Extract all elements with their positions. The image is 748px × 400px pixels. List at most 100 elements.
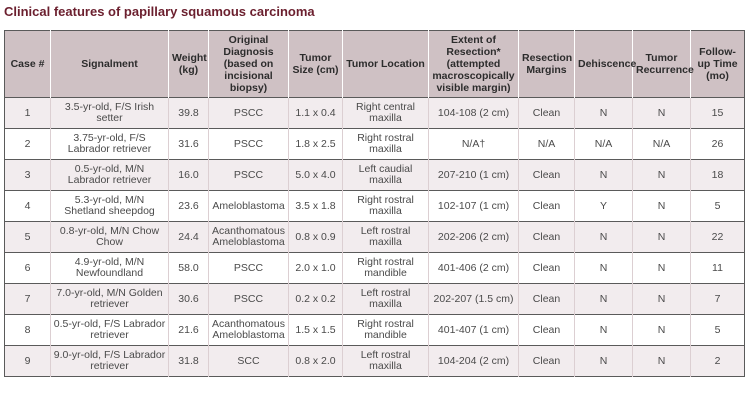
cell-extent-of-resection: 401-406 (2 cm) [428, 252, 519, 284]
cell-dehiscence: N [574, 159, 633, 191]
cell-resection-margins: Clean [518, 314, 575, 346]
table-row: 6 4.9-yr-old, M/N Newfoundland 58.0 PSCC 2.0… [4, 252, 745, 284]
cell-dehiscence: N [574, 221, 633, 253]
cell-tumor-location: Right rostral maxilla [342, 190, 429, 222]
cell-tumor-recurrence: N [632, 97, 691, 129]
cell-extent-of-resection: 202-207 (1.5 cm) [428, 283, 519, 315]
cell-signalment: 3.75-yr-old, F/S Labrador retriever [50, 128, 169, 160]
cell-follow-up-time: 7 [690, 283, 745, 315]
cell-tumor-location: Left caudial maxilla [342, 159, 429, 191]
cell-original-diagnosis: SCC [208, 345, 289, 377]
cell-signalment: 0.5-yr-old, M/N Labrador retriever [50, 159, 169, 191]
header-weight: Weight (kg) [168, 30, 209, 98]
cell-extent-of-resection: 104-108 (2 cm) [428, 97, 519, 129]
cell-dehiscence: N [574, 252, 633, 284]
cell-tumor-size: 0.8 x 0.9 [288, 221, 343, 253]
cell-resection-margins: Clean [518, 252, 575, 284]
cell-resection-margins: Clean [518, 221, 575, 253]
cell-tumor-size: 3.5 x 1.8 [288, 190, 343, 222]
cell-case: 3 [4, 159, 51, 191]
cell-tumor-location: Right central maxilla [342, 97, 429, 129]
cell-weight: 23.6 [168, 190, 209, 222]
cell-tumor-location: Right rostral mandible [342, 314, 429, 346]
clinical-features-table: Case # Signalment Weight (kg) Original D… [4, 30, 745, 377]
cell-tumor-location: Left rostral maxilla [342, 283, 429, 315]
cell-tumor-recurrence: N [632, 190, 691, 222]
cell-original-diagnosis: PSCC [208, 252, 289, 284]
header-tumor-location: Tumor Location [342, 30, 429, 98]
cell-follow-up-time: 11 [690, 252, 745, 284]
cell-extent-of-resection: 104-204 (2 cm) [428, 345, 519, 377]
cell-follow-up-time: 18 [690, 159, 745, 191]
cell-case: 2 [4, 128, 51, 160]
cell-dehiscence: N [574, 97, 633, 129]
cell-tumor-recurrence: N [632, 283, 691, 315]
cell-tumor-size: 0.2 x 0.2 [288, 283, 343, 315]
cell-signalment: 5.3-yr-old, M/N Shetland sheepdog [50, 190, 169, 222]
cell-original-diagnosis: PSCC [208, 97, 289, 129]
cell-case: 5 [4, 221, 51, 253]
cell-weight: 30.6 [168, 283, 209, 315]
cell-extent-of-resection: N/A† [428, 128, 519, 160]
cell-tumor-size: 1.1 x 0.4 [288, 97, 343, 129]
cell-tumor-size: 1.8 x 2.5 [288, 128, 343, 160]
cell-follow-up-time: 26 [690, 128, 745, 160]
cell-tumor-location: Left rostral maxilla [342, 345, 429, 377]
header-dehiscence: Dehiscence [574, 30, 636, 98]
cell-case: 6 [4, 252, 51, 284]
cell-case: 9 [4, 345, 51, 377]
cell-signalment: 9.0-yr-old, F/S Labrador retriever [50, 345, 169, 377]
cell-resection-margins: Clean [518, 283, 575, 315]
cell-tumor-size: 5.0 x 4.0 [288, 159, 343, 191]
table-row: 2 3.75-yr-old, F/S Labrador retriever 31.6… [4, 128, 745, 160]
cell-weight: 58.0 [168, 252, 209, 284]
cell-weight: 21.6 [168, 314, 209, 346]
cell-tumor-size: 1.5 x 1.5 [288, 314, 343, 346]
cell-signalment: 0.5-yr-old, F/S Labrador retriever [50, 314, 169, 346]
cell-case: 1 [4, 97, 51, 129]
cell-resection-margins: N/A [518, 128, 575, 160]
cell-tumor-recurrence: N [632, 314, 691, 346]
header-case: Case # [4, 30, 51, 98]
cell-signalment: 3.5-yr-old, F/S Irish setter [50, 97, 169, 129]
table-row: 8 0.5-yr-old, F/S Labrador retriever 21.6 A… [4, 314, 745, 346]
header-extent-of-resection: Extent of Resection* (attempted macrosco… [428, 30, 519, 98]
cell-extent-of-resection: 207-210 (1 cm) [428, 159, 519, 191]
cell-original-diagnosis: PSCC [208, 159, 289, 191]
cell-follow-up-time: 5 [690, 190, 745, 222]
table-row: 7 7.0-yr-old, M/N Golden retriever 30.6 PSC… [4, 283, 745, 315]
cell-tumor-size: 0.8 x 2.0 [288, 345, 343, 377]
cell-original-diagnosis: Ameloblastoma [208, 190, 289, 222]
cell-follow-up-time: 2 [690, 345, 745, 377]
table-row: 4 5.3-yr-old, M/N Shetland sheepdog 23.6 Am… [4, 190, 745, 222]
cell-tumor-location: Right rostral maxilla [342, 128, 429, 160]
cell-weight: 16.0 [168, 159, 209, 191]
cell-extent-of-resection: 102-107 (1 cm) [428, 190, 519, 222]
cell-signalment: 0.8-yr-old, M/N Chow Chow [50, 221, 169, 253]
header-signalment: Signalment [50, 30, 169, 98]
cell-resection-margins: Clean [518, 190, 575, 222]
cell-extent-of-resection: 401-407 (1 cm) [428, 314, 519, 346]
cell-dehiscence: N [574, 314, 633, 346]
cell-original-diagnosis: PSCC [208, 283, 289, 315]
cell-follow-up-time: 15 [690, 97, 745, 129]
cell-tumor-size: 2.0 x 1.0 [288, 252, 343, 284]
cell-dehiscence: N [574, 345, 633, 377]
cell-resection-margins: Clean [518, 159, 575, 191]
table-row: 3 0.5-yr-old, M/N Labrador retriever 16.0 P… [4, 159, 745, 191]
header-tumor-size: Tumor Size (cm) [288, 30, 343, 98]
header-original-diagnosis: Original Diagnosis (based on incisional … [208, 30, 289, 98]
cell-case: 8 [4, 314, 51, 346]
cell-weight: 24.4 [168, 221, 209, 253]
cell-original-diagnosis: Acanthomatous Ameloblastoma [208, 221, 289, 253]
cell-tumor-location: Left rostral maxilla [342, 221, 429, 253]
cell-follow-up-time: 22 [690, 221, 745, 253]
cell-tumor-recurrence: N [632, 159, 691, 191]
cell-signalment: 4.9-yr-old, M/N Newfoundland [50, 252, 169, 284]
cell-dehiscence: N [574, 283, 633, 315]
cell-case: 4 [4, 190, 51, 222]
cell-dehiscence: N/A [574, 128, 633, 160]
cell-tumor-recurrence: N [632, 221, 691, 253]
cell-case: 7 [4, 283, 51, 315]
cell-tumor-recurrence: N/A [632, 128, 691, 160]
